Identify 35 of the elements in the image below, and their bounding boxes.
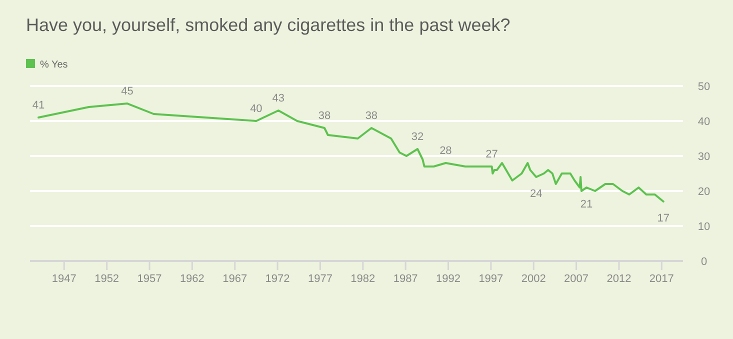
data-label: 40 <box>250 103 262 115</box>
x-tick-label: 1997 <box>478 273 504 285</box>
x-tick-label: 1982 <box>350 273 376 285</box>
data-label: 38 <box>318 110 331 122</box>
data-label: 45 <box>121 86 134 98</box>
x-tick-label: 2012 <box>606 273 632 285</box>
y-tick-label: 40 <box>698 116 710 128</box>
x-tick-label: 1967 <box>222 273 248 285</box>
x-tick-label: 1962 <box>180 273 204 285</box>
data-label: 32 <box>411 131 424 143</box>
chart-title: Have you, yourself, smoked any cigarettes in the past week? <box>26 15 510 35</box>
legend-label: % Yes <box>40 60 68 70</box>
x-tick-label: 1972 <box>265 273 290 285</box>
x-tick-label: 1957 <box>137 273 162 285</box>
data-label: 24 <box>530 188 542 200</box>
y-tick-label: 20 <box>698 186 710 198</box>
data-label: 28 <box>440 145 452 157</box>
data-label: 27 <box>486 148 498 160</box>
y-tick-label: 10 <box>698 221 710 233</box>
x-tick-label: 1952 <box>94 273 120 285</box>
data-label: 17 <box>657 212 670 224</box>
data-label: 38 <box>365 110 378 122</box>
x-tick-label: 1992 <box>436 273 461 285</box>
x-tick-label: 1987 <box>393 273 418 285</box>
x-tick-label: 1947 <box>52 273 76 285</box>
data-label: 43 <box>272 92 285 104</box>
y-tick-label: 30 <box>698 151 710 163</box>
x-tick-label: 2017 <box>649 273 674 285</box>
y-tick-label: 50 <box>698 81 710 93</box>
x-tick-label: 1977 <box>308 273 332 285</box>
data-label: 41 <box>32 100 45 112</box>
x-tick-label: 2007 <box>564 273 589 285</box>
x-tick-label: 2002 <box>521 273 546 285</box>
data-label: 21 <box>580 198 593 210</box>
y-tick-label: 0 <box>700 256 708 268</box>
